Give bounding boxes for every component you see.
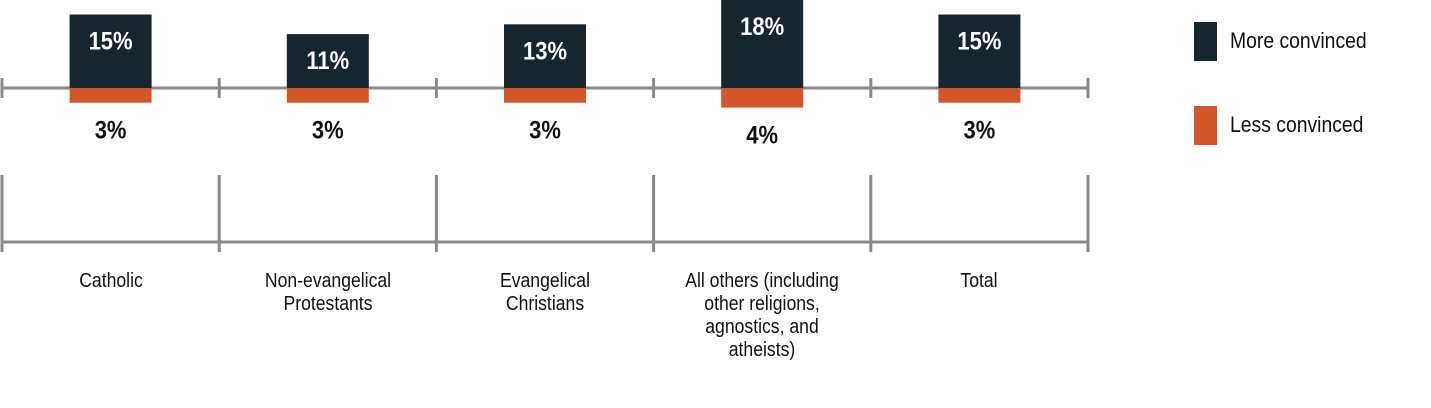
bar-less-convinced <box>721 88 804 108</box>
data-label-more: 13% <box>523 37 567 65</box>
category-label: Catholic <box>23 270 199 293</box>
data-label-less: 3% <box>95 116 127 144</box>
category-label-line: Christians <box>505 293 585 315</box>
bar-less-convinced <box>938 88 1021 103</box>
category-label-line: other religions, <box>704 293 820 315</box>
category-label-line: atheists) <box>728 339 796 361</box>
data-label-less: 3% <box>312 116 344 144</box>
category-label: Evangelical Christians <box>457 270 633 316</box>
bar-more-convinced <box>721 0 804 88</box>
bar-less-convinced <box>69 88 152 103</box>
legend-label-less: Less convinced <box>1230 112 1364 137</box>
category-label-line: agnostics, and <box>705 316 819 338</box>
bar-more-convinced <box>286 34 369 88</box>
category-label: All others (including other religions, agn… <box>674 270 850 362</box>
data-label-less: 3% <box>964 116 996 144</box>
category-label: Total <box>891 270 1067 293</box>
legend-swatch-less <box>1194 106 1217 145</box>
category-label-line: Non-evangelical <box>264 270 391 292</box>
bar-more-convinced <box>938 14 1021 88</box>
category-label-line: Evangelical <box>499 270 591 292</box>
data-label-more: 18% <box>740 13 784 41</box>
legend-swatch-more <box>1194 22 1217 61</box>
category-label-line: Protestants <box>283 293 373 315</box>
data-label-less: 3% <box>529 116 561 144</box>
category-label-line: Total <box>960 270 998 292</box>
bar-chart: 15% 3% 11% 3% 13% 3% 18% 4% 15% 3% <box>0 0 1090 252</box>
legend-label-more: More convinced <box>1230 28 1367 53</box>
data-label-more: 11% <box>306 47 349 75</box>
data-label-more: 15% <box>957 27 1001 55</box>
bar-less-convinced <box>286 88 369 103</box>
category-label: Non-evangelical Protestants <box>240 270 416 316</box>
category-label-line: Catholic <box>78 270 143 292</box>
category-label-line: All others (including <box>685 270 839 292</box>
data-label-more: 15% <box>89 27 133 55</box>
bar-more-convinced <box>504 24 586 88</box>
bar-more-convinced <box>69 14 152 88</box>
data-label-less: 4% <box>746 121 778 149</box>
bar-less-convinced <box>504 88 586 103</box>
